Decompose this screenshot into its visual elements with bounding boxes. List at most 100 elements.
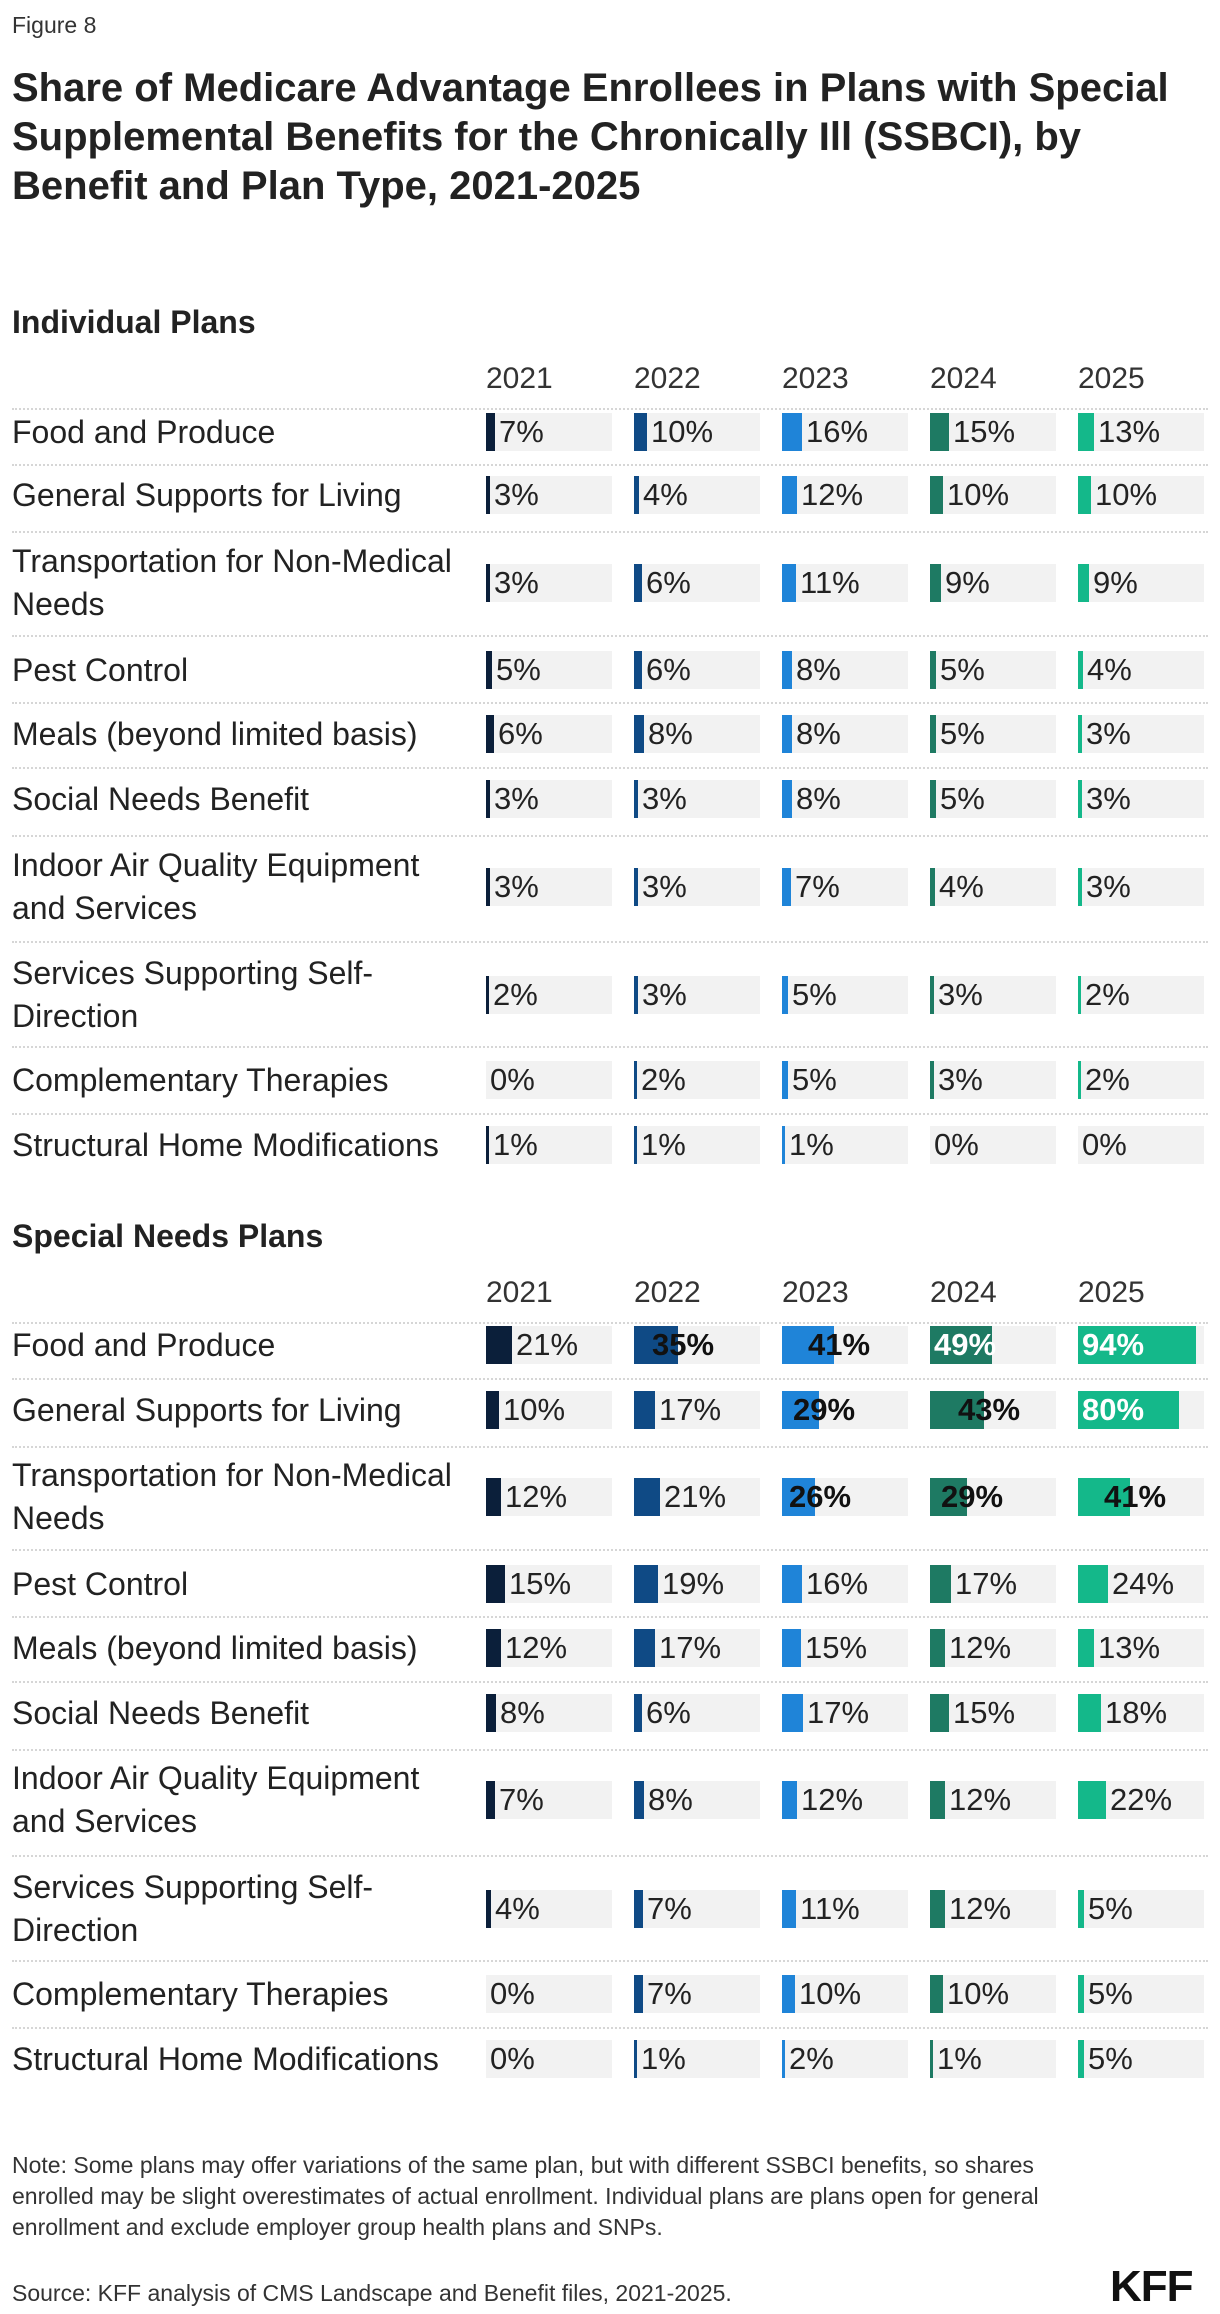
value-cell-2025: 10% (1078, 476, 1204, 514)
row-label: Complementary Therapies (12, 1975, 389, 2012)
bar-2022 (634, 1326, 678, 1364)
year-label-2021: 2021 (486, 362, 553, 395)
bar-2025 (1078, 1391, 1179, 1429)
bar-2022 (634, 564, 642, 602)
value-label: 41% (808, 1327, 871, 1362)
value-cell-2021: 3% (486, 564, 612, 602)
value-cell-2024: 5% (930, 651, 1056, 689)
value-cell-2022: 21% (634, 1478, 760, 1516)
row-divider (12, 1749, 1208, 1751)
value-cell-2022: 17% (634, 1629, 760, 1667)
kff-logo: KFF (1110, 2262, 1194, 2311)
value-cell-2021: 0% (486, 2040, 612, 2078)
bar-2021 (486, 1629, 501, 1667)
value-cell-2023: 5% (782, 1061, 908, 1099)
bar-2021 (486, 1326, 512, 1364)
value-cell-2023: 10% (782, 1975, 908, 2013)
row-label: Pest Control (12, 651, 189, 688)
bar-2024 (930, 1629, 945, 1667)
value-label: 11% (800, 1891, 860, 1926)
bar-2023 (782, 1391, 819, 1429)
row-divider (12, 1046, 1208, 1048)
value-label: 21% (516, 1327, 579, 1362)
value-label: 5% (792, 977, 837, 1012)
value-label: 4% (495, 1891, 540, 1926)
value-label: 5% (792, 1062, 837, 1097)
value-cell-2021: 0% (486, 1975, 612, 2013)
row-divider (12, 1378, 1208, 1380)
value-cell-2022: 17% (634, 1391, 760, 1429)
value-label: 2% (789, 2041, 834, 2076)
value-label: 1% (937, 2041, 982, 2076)
bar-2023 (782, 1629, 801, 1667)
value-cell-2021: 3% (486, 476, 612, 514)
value-label: 8% (796, 716, 841, 751)
value-cell-2023: 11% (782, 564, 908, 602)
value-cell-2023: 26% (782, 1478, 908, 1516)
bar-2022 (634, 976, 638, 1014)
row-label: Food and Produce (12, 413, 276, 450)
value-label: 12% (801, 1782, 864, 1817)
bar-2024 (930, 1565, 951, 1603)
year-label-2024: 2024 (930, 362, 997, 395)
value-cell-2022: 8% (634, 1781, 760, 1819)
bar-2022 (634, 1565, 658, 1603)
value-cell-2023: 12% (782, 1781, 908, 1819)
bar-2024 (930, 476, 943, 514)
value-cell-2025: 22% (1078, 1781, 1204, 1819)
value-label: 3% (938, 1062, 983, 1097)
bar-2024 (930, 1326, 992, 1364)
value-label: 17% (807, 1695, 870, 1730)
value-cell-2021: 7% (486, 413, 612, 451)
bar-2025 (1078, 564, 1089, 602)
row-label: Pest Control (12, 1565, 189, 1602)
value-label: 7% (647, 1891, 692, 1926)
bar-2022 (634, 651, 642, 689)
value-label: 5% (940, 652, 985, 687)
value-cell-2021: 12% (486, 1478, 612, 1516)
row-divider (12, 941, 1208, 943)
bar-2021 (486, 1781, 495, 1819)
value-cell-2024: 49% (930, 1326, 1056, 1364)
bar-2021 (486, 1694, 496, 1732)
value-label: 3% (642, 781, 687, 816)
year-label-2023: 2023 (782, 362, 849, 395)
bar-2025 (1078, 715, 1082, 753)
value-label: 8% (648, 716, 693, 751)
value-label: 21% (664, 1479, 727, 1514)
value-cell-2024: 1% (930, 2040, 1056, 2078)
value-cell-2023: 17% (782, 1694, 908, 1732)
value-label: 3% (494, 781, 539, 816)
value-cell-2021: 5% (486, 651, 612, 689)
row-divider (12, 1446, 1208, 1448)
value-label: 12% (949, 1891, 1012, 1926)
row-label: Meals (beyond limited basis) (12, 1629, 418, 1666)
value-cell-2024: 17% (930, 1565, 1056, 1603)
value-label: 10% (1095, 477, 1158, 512)
row-divider (12, 1322, 1208, 1324)
value-cell-2023: 5% (782, 976, 908, 1014)
value-label: 0% (490, 1062, 535, 1097)
value-cell-2022: 6% (634, 651, 760, 689)
bar-2024 (930, 1391, 984, 1429)
value-label: 1% (789, 1127, 834, 1162)
bar-2024 (930, 1975, 943, 2013)
value-label: 43% (958, 1392, 1021, 1427)
value-label: 0% (934, 1127, 979, 1162)
value-label: 16% (806, 1566, 869, 1601)
year-label-2023: 2023 (782, 1276, 849, 1309)
value-cell-2024: 0% (930, 1126, 1056, 1164)
value-label: 10% (503, 1392, 566, 1427)
bar-2023 (782, 651, 792, 689)
bar-2024 (930, 1694, 949, 1732)
value-cell-2022: 8% (634, 715, 760, 753)
bar-2021 (486, 413, 495, 451)
bar-2023 (782, 564, 796, 602)
bar-2021 (486, 651, 492, 689)
row-divider (12, 531, 1208, 533)
bar-2025 (1078, 1694, 1101, 1732)
bar-2025 (1078, 976, 1081, 1014)
value-label: 6% (646, 565, 691, 600)
value-cell-2023: 8% (782, 780, 908, 818)
value-cell-2024: 29% (930, 1478, 1056, 1516)
